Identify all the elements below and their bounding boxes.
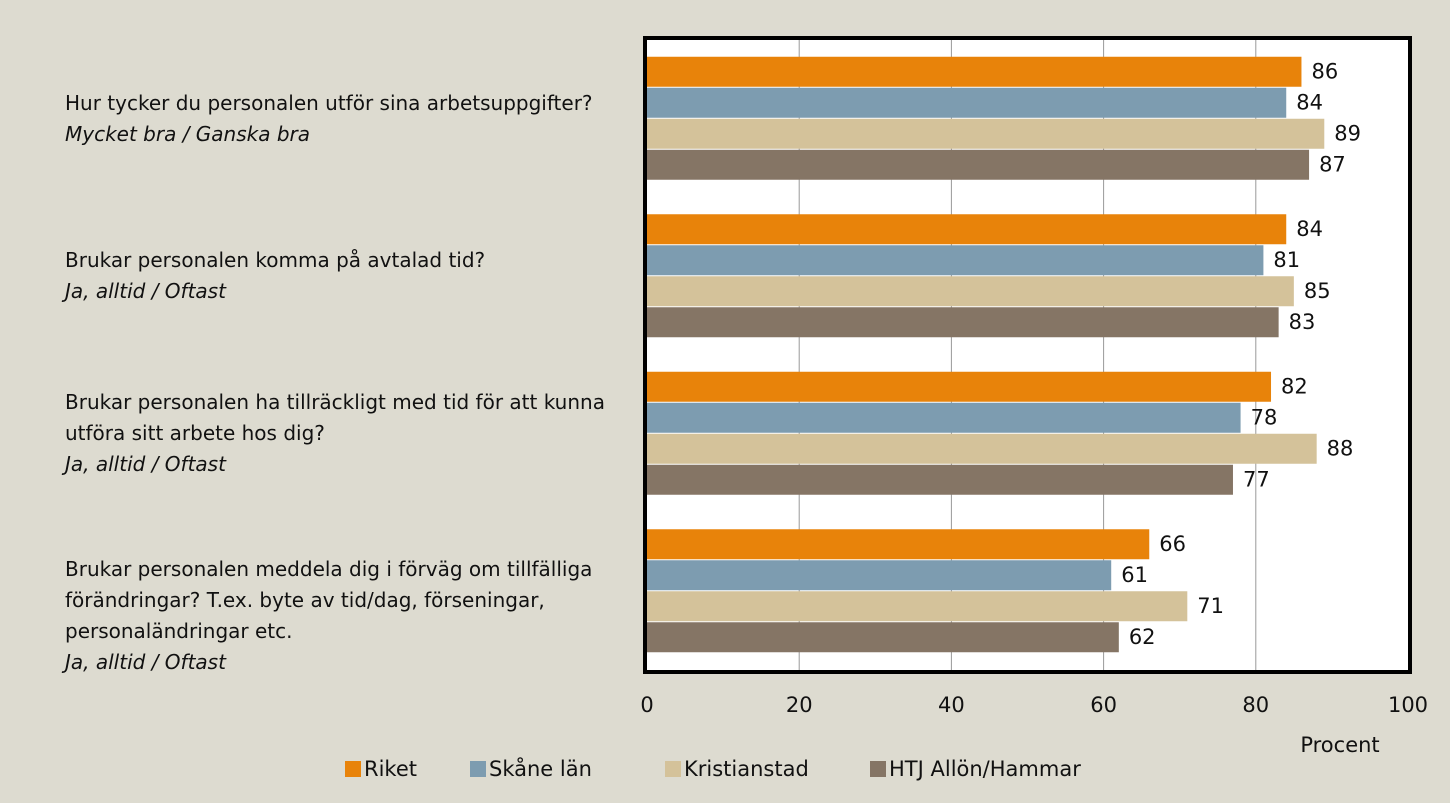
legend-label: Riket: [364, 757, 417, 781]
bar: [647, 149, 1310, 180]
bar: [647, 433, 1317, 464]
answer: Ja, alltid / Oftast: [65, 650, 226, 675]
legend-swatch: [870, 761, 886, 777]
answer: Ja, alltid / Oftast: [65, 452, 226, 477]
legend-swatch: [470, 761, 486, 777]
bar: [647, 118, 1325, 149]
category-label: Brukar personalen komma på avtalad tid? J…: [65, 198, 610, 356]
bar: [647, 276, 1294, 307]
x-tick-label: 40: [938, 693, 965, 717]
bar: [647, 214, 1287, 245]
legend-label: HTJ Allön/Hammar: [889, 757, 1081, 781]
bar: [647, 464, 1233, 495]
legend-swatch: [665, 761, 681, 777]
value-label: 83: [1289, 310, 1316, 334]
bar: [647, 371, 1272, 402]
value-label: 88: [1327, 436, 1354, 460]
question: Brukar personalen ha tillräckligt med ti…: [65, 390, 605, 446]
bar: [647, 87, 1287, 118]
plot-border: [643, 36, 1412, 674]
bar: [647, 529, 1150, 560]
question: Hur tycker du personalen utför sina arbe…: [65, 90, 593, 115]
bar: [647, 245, 1264, 276]
value-label: 82: [1281, 374, 1308, 398]
category-label: Brukar personalen ha tillräckligt med ti…: [65, 355, 610, 513]
x-tick-label: 20: [786, 693, 813, 717]
value-label: 78: [1251, 405, 1278, 429]
value-label: 66: [1159, 532, 1186, 556]
value-label: 81: [1273, 248, 1300, 272]
bar: [647, 307, 1279, 338]
answer: Mycket bra / Ganska bra: [65, 121, 311, 146]
bar: [647, 560, 1112, 591]
value-label: 84: [1296, 90, 1323, 114]
bar: [647, 56, 1302, 87]
question: Brukar personalen meddela dig i förväg o…: [65, 557, 593, 644]
value-label: 89: [1334, 121, 1361, 145]
x-tick-label: 0: [640, 693, 653, 717]
bar: [647, 591, 1188, 622]
value-label: 77: [1243, 467, 1270, 491]
bar: [647, 622, 1119, 653]
x-tick-label: 100: [1388, 693, 1428, 717]
x-tick-label: 80: [1242, 693, 1269, 717]
category-label: Hur tycker du personalen utför sina arbe…: [65, 40, 610, 198]
x-tick-label: 60: [1090, 693, 1117, 717]
x-axis-label: Procent: [1300, 733, 1379, 757]
legend-swatch: [345, 761, 361, 777]
value-label: 85: [1304, 279, 1331, 303]
bar: [647, 402, 1241, 433]
value-label: 87: [1319, 152, 1346, 176]
answer: Ja, alltid / Oftast: [65, 279, 226, 304]
legend-label: Kristianstad: [684, 757, 809, 781]
value-label: 71: [1197, 594, 1224, 618]
value-label: 86: [1311, 59, 1338, 83]
value-label: 61: [1121, 563, 1148, 587]
category-label: Brukar personalen meddela dig i förväg o…: [65, 538, 610, 696]
legend-label: Skåne län: [489, 756, 592, 781]
value-label: 62: [1129, 625, 1156, 649]
value-label: 84: [1296, 217, 1323, 241]
question: Brukar personalen komma på avtalad tid?: [65, 248, 486, 273]
